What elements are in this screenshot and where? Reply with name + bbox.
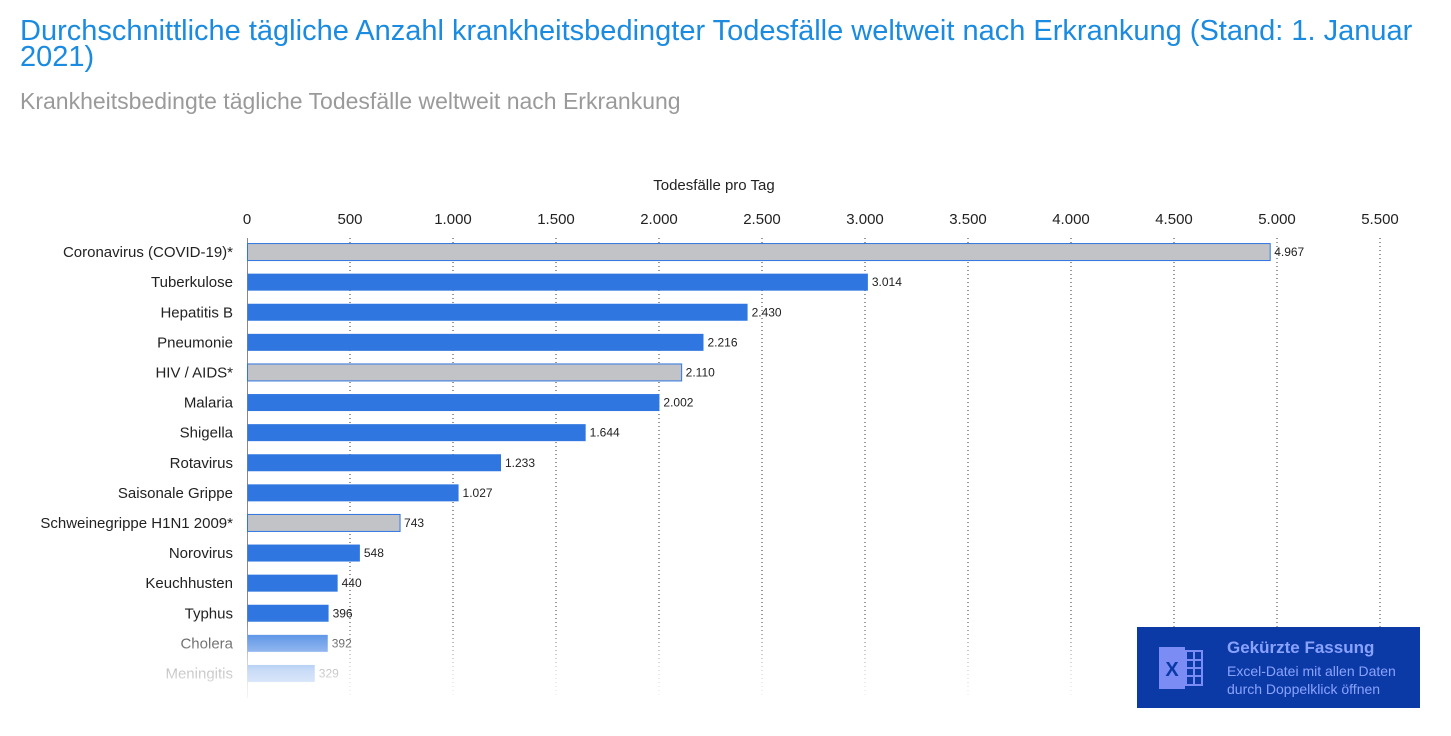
value-label: 2.216 xyxy=(707,335,737,349)
value-label: 2.110 xyxy=(686,365,715,379)
x-tick-label: 0 xyxy=(243,211,251,228)
bar[interactable] xyxy=(247,513,401,532)
excel-box-text: Excel-Datei mit allen Daten durch Doppel… xyxy=(1227,663,1396,697)
category-label: Typhus xyxy=(185,605,233,622)
value-label: 2.002 xyxy=(663,396,693,410)
bar[interactable] xyxy=(247,454,501,472)
value-label: 392 xyxy=(332,636,352,650)
bar[interactable] xyxy=(247,634,328,652)
bar[interactable] xyxy=(247,243,1271,262)
value-label: 3.014 xyxy=(872,275,902,289)
value-label: 396 xyxy=(333,606,353,620)
excel-icon: X xyxy=(1159,647,1203,689)
bar[interactable] xyxy=(247,273,868,291)
value-label: 440 xyxy=(342,576,362,590)
value-label: 743 xyxy=(404,516,424,530)
bar[interactable] xyxy=(247,484,459,502)
value-label: 1.644 xyxy=(590,426,620,440)
bar[interactable] xyxy=(247,424,586,442)
category-label: Cholera xyxy=(180,635,233,652)
svg-text:X: X xyxy=(1165,659,1179,681)
value-label: 2.430 xyxy=(752,305,782,319)
category-label: Coronavirus (COVID-19)* xyxy=(63,244,233,261)
category-label: Rotavirus xyxy=(170,455,233,472)
x-tick-label: 1.000 xyxy=(434,211,472,228)
x-tick-label: 3.500 xyxy=(949,211,987,228)
bar[interactable] xyxy=(247,333,704,351)
bar[interactable] xyxy=(247,394,660,412)
x-tick-label: 5.500 xyxy=(1361,211,1399,228)
bar[interactable] xyxy=(247,303,748,321)
chart-title: Durchschnittliche tägliche Anzahl krankh… xyxy=(20,15,1413,73)
x-tick-label: 2.000 xyxy=(640,211,678,228)
x-tick-label: 4.500 xyxy=(1155,211,1193,228)
bar[interactable] xyxy=(247,544,360,562)
category-label: Keuchhusten xyxy=(145,575,233,592)
category-label: Pneumonie xyxy=(157,334,233,351)
bar[interactable] xyxy=(247,363,683,382)
x-tick-label: 4.000 xyxy=(1052,211,1090,228)
category-label: Saisonale Grippe xyxy=(118,485,233,502)
x-tick-label: 2.500 xyxy=(743,211,781,228)
value-label: 329 xyxy=(319,666,339,680)
bar[interactable] xyxy=(247,574,338,592)
value-label: 4.967 xyxy=(1274,245,1304,259)
value-label: 1.233 xyxy=(505,456,535,470)
value-label: 1.027 xyxy=(463,486,493,500)
x-tick-label: 5.000 xyxy=(1258,211,1296,228)
category-label: Hepatitis B xyxy=(160,304,233,321)
bar[interactable] xyxy=(247,604,329,622)
tick-labels: 0 500 1.000 1.500 2.000 2.500 3.000 3.500 4.000 4… xyxy=(243,211,1399,228)
category-label: Meningitis xyxy=(165,665,233,682)
excel-box-heading: Gekürzte Fassung xyxy=(1227,638,1375,657)
value-label: 548 xyxy=(364,546,384,560)
x-axis-label: Todesfälle pro Tag xyxy=(653,177,774,194)
excel-download-box[interactable]: X Gekürzte Fassung Excel-Datei mit allen… xyxy=(1137,627,1420,708)
bars: Coronavirus (COVID-19)* 4.967 Tuberkulose 3… xyxy=(40,243,1305,682)
category-label: Malaria xyxy=(184,395,234,412)
chart-subtitle: Krankheitsbedingte tägliche Todesfälle w… xyxy=(20,88,681,114)
category-label: Tuberkulose xyxy=(151,274,233,291)
category-label: Schweinegrippe H1N1 2009* xyxy=(40,515,233,532)
bar[interactable] xyxy=(247,664,315,682)
x-tick-label: 500 xyxy=(337,211,362,228)
category-label: HIV / AIDS* xyxy=(155,364,233,381)
category-label: Shigella xyxy=(180,425,234,442)
x-tick-label: 3.000 xyxy=(846,211,884,228)
x-tick-label: 1.500 xyxy=(537,211,575,228)
category-label: Norovirus xyxy=(169,545,233,562)
